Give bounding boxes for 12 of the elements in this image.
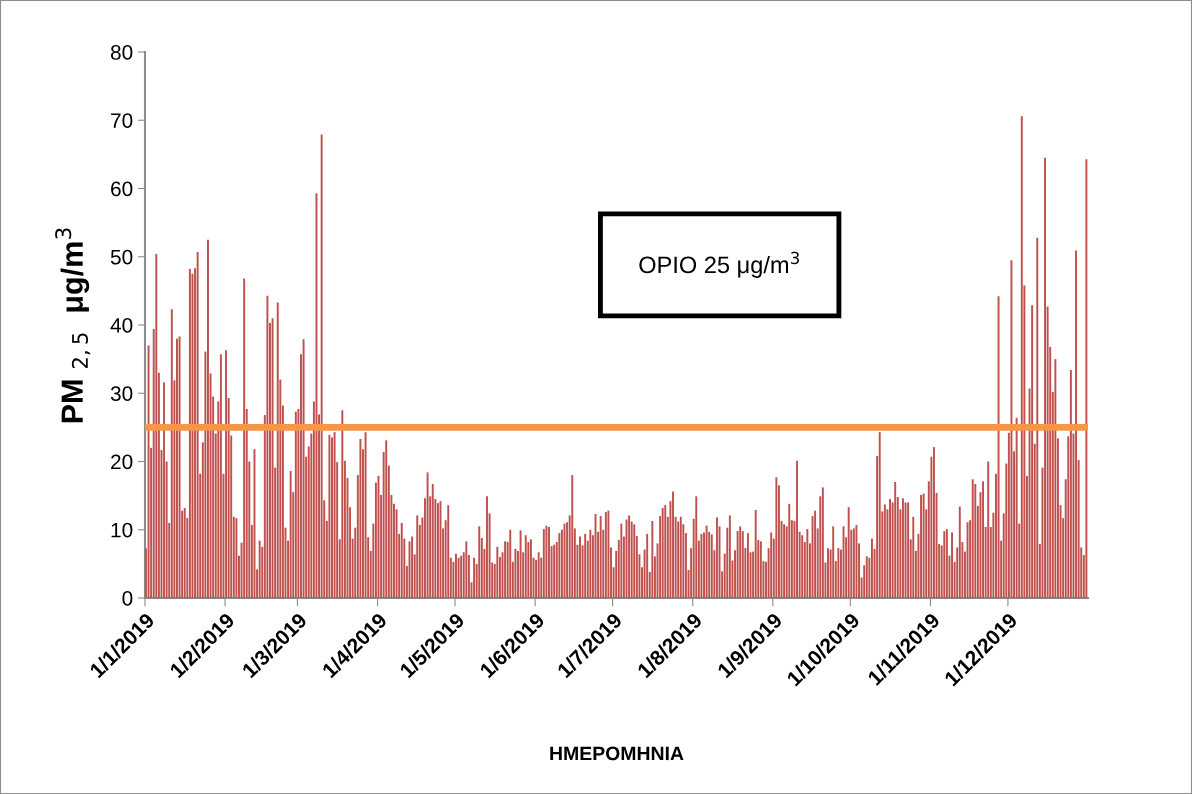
y-tick-label: 20 (111, 454, 133, 470)
y-tick-label: 40 (110, 318, 133, 333)
y-tick-label: 0 (122, 591, 133, 606)
annotation: ΟΡΙΟ 25 μg/m$^{3}$ (639, 251, 799, 278)
x-axis-title: ΗΜΕΡΟΜΗΝΙΑ (550, 746, 684, 761)
y-tick-label: 60 (111, 181, 133, 197)
y-tick-label: 80 (110, 45, 133, 60)
y-tick-label: 30 (110, 386, 133, 401)
y-tick-label: 50 (110, 249, 133, 265)
y-tick-label: 10 (111, 522, 133, 538)
y-tick-label: 70 (111, 113, 133, 128)
y-axis-title: PM $_{2,5}$ μg/m$^{3}$ (55, 228, 91, 423)
